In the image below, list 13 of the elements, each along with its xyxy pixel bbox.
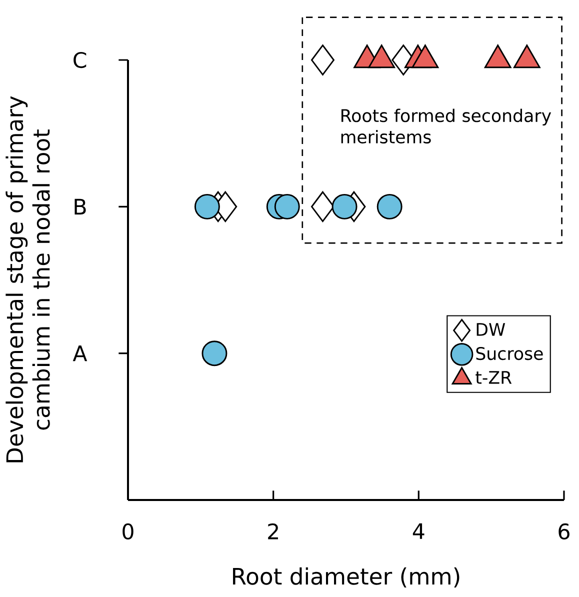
annotation: Roots formed secondary meristems xyxy=(341,108,552,144)
x-tick-label: 0 xyxy=(122,523,134,540)
legend-label: DW xyxy=(476,323,506,336)
legend-label: t-ZR xyxy=(476,371,512,384)
y-axis-title: Developmental stage of primary cambium in the nodal root xyxy=(6,96,50,462)
y-tick-label: A xyxy=(72,346,88,362)
x-tick-label: 2 xyxy=(268,523,278,540)
x-axis-title: Root diameter (mm) xyxy=(233,567,460,588)
x-tick-label: 6 xyxy=(558,523,570,540)
y-tick-label: C xyxy=(74,52,86,68)
y-tick-label: B xyxy=(74,198,86,214)
legend-label: Sucrose xyxy=(476,346,543,360)
x-tick-label: 4 xyxy=(412,523,424,539)
